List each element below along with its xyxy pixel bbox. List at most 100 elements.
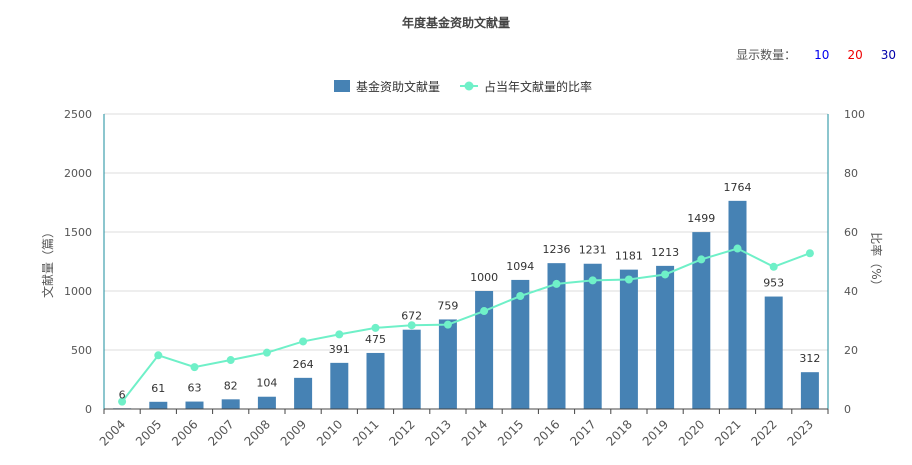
ratio-point: [588, 276, 597, 285]
bar-value-label: 391: [329, 343, 350, 356]
ratio-point: [552, 279, 561, 288]
ratio-point: [443, 320, 452, 329]
legend-line-label[interactable]: 占当年文献量的比率: [484, 79, 592, 94]
bar: [366, 352, 385, 409]
bar-value-label: 6: [119, 388, 126, 401]
display-count-label: 显示数量：: [736, 48, 797, 62]
legend-bar-swatch[interactable]: [334, 80, 350, 92]
bar: [149, 401, 168, 409]
y-left-tick-label: 1000: [64, 285, 92, 298]
bar-value-label: 672: [401, 310, 422, 323]
ratio-line: [121, 247, 811, 403]
bar: [294, 377, 313, 409]
x-tick-label: 2012: [386, 417, 417, 448]
bar-series: [113, 200, 819, 409]
x-tick-label: 2014: [459, 417, 490, 448]
y-left-tick-label: 0: [85, 403, 92, 416]
bar: [656, 265, 675, 409]
bar-value-label: 264: [293, 358, 314, 371]
bar-value-label: 104: [256, 377, 277, 390]
data-labels: 6 61 63 82 104 264 391 475 672 759 1000 1094 1236 123…: [119, 181, 821, 401]
x-tick-label: 2005: [133, 417, 164, 448]
bar: [692, 232, 711, 409]
x-tick-label: 2010: [314, 417, 345, 448]
x-tick-label: 2018: [604, 417, 635, 448]
bar: [728, 200, 747, 409]
ratio-point: [226, 356, 235, 365]
y-left-tick-label: 2500: [64, 108, 92, 121]
x-tick-label: 2007: [205, 417, 236, 448]
ratio-point: [624, 275, 633, 284]
ratio-point: [805, 249, 814, 258]
bar-value-label: 475: [365, 333, 386, 346]
x-tick-label: 2021: [712, 417, 743, 448]
x-tick-label: 2013: [423, 417, 454, 448]
bar: [402, 329, 421, 409]
x-tick-label: 2011: [350, 417, 381, 448]
bar: [221, 399, 240, 409]
y-axis-right-title: 比率（%）: [869, 232, 884, 291]
legend-bar-label[interactable]: 基金资助文献量: [356, 79, 440, 94]
bar: [257, 396, 276, 409]
ratio-point: [697, 255, 706, 264]
bar: [547, 263, 566, 409]
ratio-point: [407, 321, 416, 330]
bar: [583, 263, 602, 409]
bar-value-label: 1231: [579, 244, 607, 257]
line-series: [118, 244, 814, 406]
bar: [764, 296, 783, 409]
legend-line-marker: [464, 81, 474, 91]
bar-value-label: 1499: [687, 212, 715, 225]
ratio-point: [661, 270, 670, 279]
x-tick-label: 2017: [567, 417, 598, 448]
y-right-tick-label: 0: [844, 403, 851, 416]
display-count-selector: 显示数量： 10 20 30: [736, 46, 896, 63]
bar-value-label: 953: [763, 277, 784, 290]
bar-value-label: 1181: [615, 250, 643, 263]
bar-value-label: 312: [799, 352, 820, 365]
x-tick-label: 2004: [97, 417, 128, 448]
x-tick-label: 2008: [242, 417, 273, 448]
ratio-point: [769, 262, 778, 271]
y-axis-left-title: 文献量（篇）: [40, 226, 55, 298]
x-tick-label: 2022: [748, 417, 779, 448]
bar: [475, 291, 494, 409]
y-right-tick-label: 60: [844, 226, 858, 239]
bar: [438, 319, 457, 409]
bar-value-label: 759: [437, 299, 458, 312]
ratio-point: [118, 397, 127, 406]
y-right-tick-label: 100: [844, 108, 865, 121]
bar-value-label: 1236: [543, 243, 571, 256]
bar-value-label: 63: [188, 382, 202, 395]
bar-value-label: 1213: [651, 246, 679, 259]
bar: [619, 269, 638, 409]
x-tick-label: 2009: [278, 417, 309, 448]
bar: [800, 372, 819, 409]
x-tick-label: 2015: [495, 417, 526, 448]
bar-value-label: 82: [224, 379, 238, 392]
x-tick-label: 2023: [785, 417, 816, 448]
ratio-point: [516, 292, 525, 301]
bar: [185, 401, 204, 409]
bar-value-label: 1764: [724, 181, 752, 194]
grid-lines: [104, 113, 828, 351]
ratio-point: [733, 244, 742, 253]
display-count-option-20[interactable]: 20: [847, 47, 863, 62]
bar-value-label: 1000: [470, 271, 498, 284]
ratio-point: [371, 323, 380, 332]
bar-value-label: 61: [151, 382, 165, 395]
y-left-tick-label: 2000: [64, 167, 92, 180]
ratio-point: [480, 307, 489, 316]
bar: [330, 362, 349, 409]
y-left-tick-label: 500: [71, 344, 92, 357]
x-tick-label: 2006: [169, 417, 200, 448]
display-count-option-30[interactable]: 30: [880, 47, 896, 62]
y-left-tick-label: 1500: [64, 226, 92, 239]
legend: 基金资助文献量 占当年文献量的比率: [334, 79, 592, 94]
x-tick-label: 2019: [640, 417, 671, 448]
ratio-point: [335, 330, 344, 339]
chart-title: 年度基金资助文献量: [401, 16, 510, 30]
x-tick-label: 2020: [676, 417, 707, 448]
bar-value-label: 1094: [506, 260, 534, 273]
display-count-option-10[interactable]: 10: [814, 47, 830, 62]
